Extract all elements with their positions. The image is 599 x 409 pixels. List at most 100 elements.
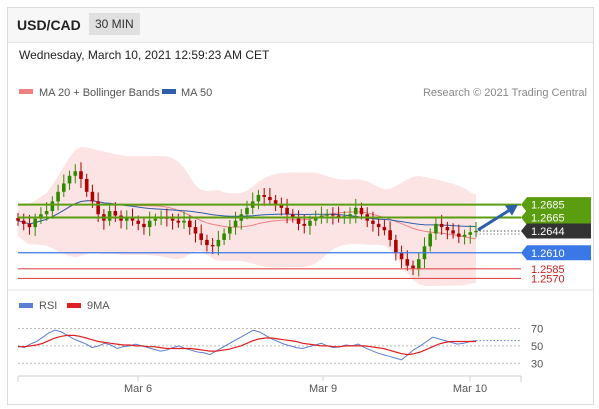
level-label-resistance: 1.2665: [531, 212, 565, 224]
candle-body: [245, 207, 249, 215]
candle-body: [474, 230, 478, 233]
candle-body: [457, 233, 461, 237]
candle-body: [308, 220, 312, 226]
rsi-tick-label: 50: [531, 341, 543, 353]
candle-body: [216, 239, 221, 247]
x-tick-label: Mar 9: [309, 383, 337, 395]
x-tick-label: Mar 6: [124, 383, 152, 395]
candle-body: [428, 233, 432, 247]
candle-body: [170, 218, 175, 221]
candle-body: [228, 227, 232, 234]
candle-body: [451, 230, 455, 234]
candle-body: [79, 171, 83, 179]
candle-body: [382, 227, 387, 231]
candle-body: [199, 233, 203, 240]
rsi-legend-label: RSI: [39, 300, 57, 312]
candle-body: [56, 191, 60, 202]
candle-body: [176, 220, 181, 223]
candle-body: [348, 214, 352, 217]
ma20-legend-swatch: [19, 89, 33, 94]
candle-body: [50, 201, 55, 212]
candle-body: [16, 218, 20, 221]
candle-body: [256, 195, 261, 202]
candle-body: [273, 200, 278, 205]
candle-body: [147, 220, 152, 228]
candle-body: [291, 214, 295, 218]
candle-body: [445, 227, 450, 231]
candle-body: [302, 223, 307, 226]
candle-body: [331, 214, 335, 216]
level-label-support: 1.2585: [531, 264, 565, 276]
level-tag-resistance: [521, 197, 591, 213]
candle-body: [187, 220, 192, 228]
candle-body: [468, 232, 473, 235]
candle-body: [73, 171, 78, 176]
candle-body: [107, 211, 112, 221]
candle-body: [462, 234, 467, 237]
ma9-legend-swatch: [67, 303, 81, 308]
candle-body: [142, 223, 146, 228]
candle-body: [27, 223, 32, 228]
level-label-resistance: 1.2685: [531, 200, 565, 212]
candle-body: [233, 220, 238, 228]
ma50-legend-label: MA 50: [181, 87, 212, 99]
candle-body: [268, 196, 272, 201]
candle-body: [113, 211, 118, 216]
candle-body: [136, 220, 141, 224]
ma50-legend-swatch: [162, 89, 176, 94]
level-label-support: 1.2570: [531, 273, 565, 285]
candle-body: [279, 204, 284, 208]
x-axis: Mar 6 Mar 9 Mar 10: [124, 376, 487, 395]
x-tick-label: Mar 10: [453, 383, 487, 395]
candle-body: [371, 220, 375, 224]
candle-body: [353, 207, 358, 215]
candle-body: [90, 191, 95, 202]
level-tag-pivot: [521, 245, 591, 261]
candle-body: [222, 233, 226, 240]
candle-body: [21, 220, 26, 224]
candle-body: [193, 227, 198, 234]
candle-body: [399, 252, 404, 260]
candle-body: [434, 223, 438, 234]
candle-body: [359, 207, 364, 215]
ma20-legend-label: MA 20 + Bollinger Bands: [39, 87, 160, 99]
candle-body: [153, 218, 158, 221]
timestamp: Wednesday, March 10, 2021 12:59:23 AM CE…: [19, 48, 270, 62]
candle-body: [296, 217, 301, 224]
candle-body: [325, 214, 329, 216]
rsi-tick-label: 70: [531, 323, 543, 335]
candle-body: [376, 223, 381, 228]
ma9-legend-label: 9MA: [87, 300, 110, 312]
pair-title: USD/CAD: [17, 17, 81, 33]
candle-body: [44, 211, 49, 215]
timeframe-badge[interactable]: 30 MIN: [89, 13, 140, 35]
candle-body: [33, 218, 37, 228]
level-label-last: 1.2644: [531, 226, 565, 238]
candle-body: [124, 217, 129, 221]
level-tag-resistance: [521, 209, 591, 225]
level-tag-last: [521, 223, 591, 239]
candle-body: [84, 178, 89, 192]
candle-body: [411, 265, 415, 269]
candle-body: [210, 245, 215, 247]
candle-body: [394, 239, 398, 253]
candle-body: [262, 195, 266, 197]
candle-body: [405, 259, 410, 266]
level-label-pivot: 1.2610: [531, 248, 565, 260]
rsi-series-ma9: [18, 334, 476, 356]
rsi-tick-label: 30: [531, 358, 543, 370]
candle-body: [182, 220, 186, 223]
candle-body: [388, 230, 392, 240]
rsi-series-rsi: [17, 329, 477, 361]
rsi-panel: 70 50 30: [17, 323, 543, 370]
candle-body: [285, 207, 289, 215]
candle-body: [67, 175, 72, 184]
candle-body: [96, 201, 100, 215]
forecast-arrow-shaft: [477, 207, 513, 232]
candle-body: [130, 217, 135, 221]
credit-text: Research © 2021 Trading Central: [423, 87, 587, 99]
chart-header: USD/CAD 30 MIN: [8, 8, 593, 43]
candle-body: [205, 239, 209, 246]
